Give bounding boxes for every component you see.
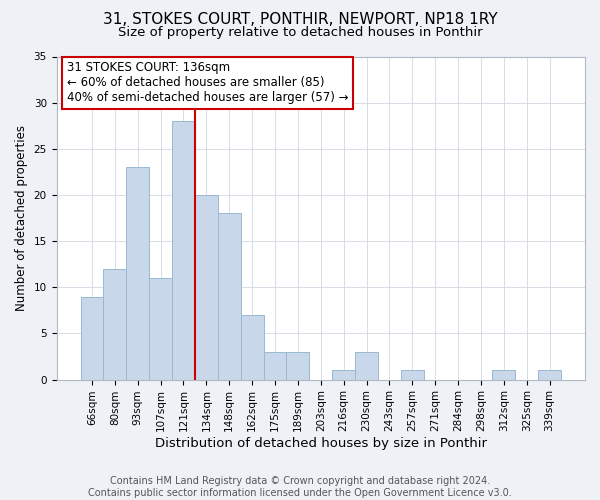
Bar (149, 278, 172, 380)
Bar (263, 352, 286, 380)
X-axis label: Distribution of detached houses by size in Ponthir: Distribution of detached houses by size … (155, 437, 487, 450)
Bar (401, 370, 424, 380)
Bar (80, 296, 103, 380)
Text: Contains HM Land Registry data © Crown copyright and database right 2024.
Contai: Contains HM Land Registry data © Crown c… (88, 476, 512, 498)
Bar (195, 195, 218, 380)
Bar (241, 315, 263, 380)
Bar (332, 370, 355, 380)
Bar (538, 370, 561, 380)
Bar (286, 352, 310, 380)
Bar (127, 168, 149, 380)
Bar (103, 269, 127, 380)
Y-axis label: Number of detached properties: Number of detached properties (15, 125, 28, 311)
Bar (355, 352, 378, 380)
Bar (493, 370, 515, 380)
Bar (172, 121, 195, 380)
Text: Size of property relative to detached houses in Ponthir: Size of property relative to detached ho… (118, 26, 482, 39)
Bar (218, 214, 241, 380)
Text: 31 STOKES COURT: 136sqm
← 60% of detached houses are smaller (85)
40% of semi-de: 31 STOKES COURT: 136sqm ← 60% of detache… (67, 62, 349, 104)
Text: 31, STOKES COURT, PONTHIR, NEWPORT, NP18 1RY: 31, STOKES COURT, PONTHIR, NEWPORT, NP18… (103, 12, 497, 28)
